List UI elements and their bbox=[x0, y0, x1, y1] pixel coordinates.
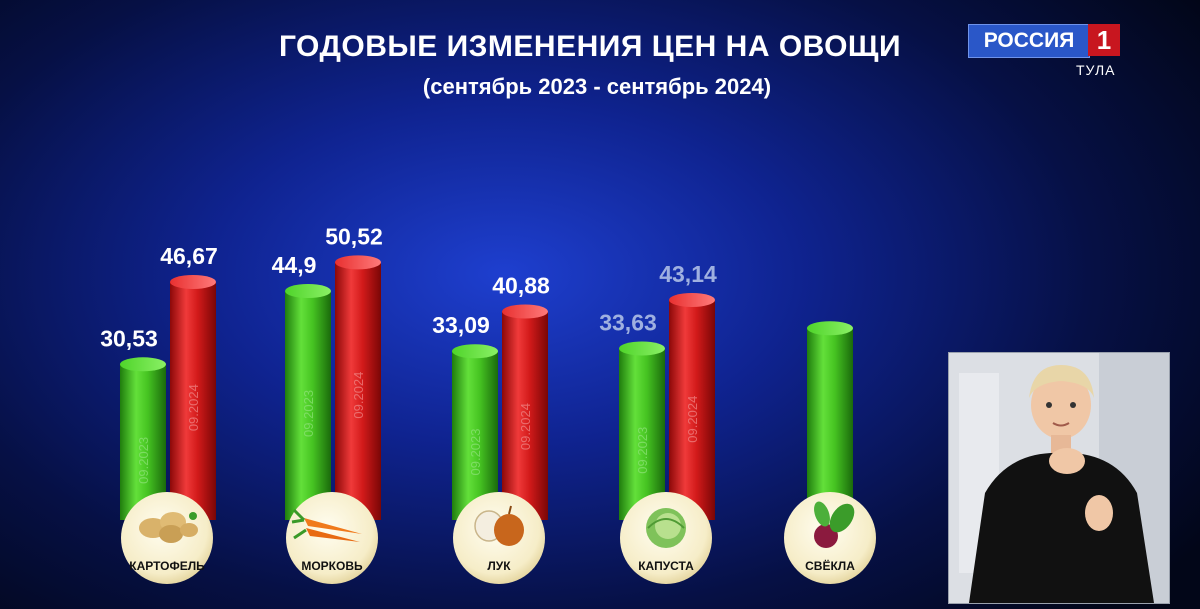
value-label-09.2024-1: 50,52 bbox=[325, 223, 383, 249]
bar-date-label: 09.2024 bbox=[518, 403, 533, 450]
bar-cap-09.2023-2 bbox=[452, 344, 498, 359]
bar-date-label: 09.2023 bbox=[468, 428, 483, 475]
potato-icon bbox=[139, 512, 198, 543]
chart-title: ГОДОВЫЕ ИЗМЕНЕНИЯ ЦЕН НА ОВОЩИ bbox=[0, 30, 1200, 64]
value-label-09.2023-2: 33,09 bbox=[432, 312, 490, 338]
bar-09.2024-0 bbox=[170, 281, 216, 520]
chart-subtitle-text: (сентябрь 2023 - сентябрь 2024) bbox=[422, 74, 772, 99]
bar-cap-09.2024-2 bbox=[502, 304, 548, 319]
value-label-09.2023-1: 44,9 bbox=[272, 252, 317, 278]
bar-cap-09.2023-4 bbox=[807, 321, 853, 336]
bar-cap-09.2024-0 bbox=[170, 274, 216, 289]
value-label-09.2023-3: 33,63 bbox=[599, 309, 657, 335]
category-label-1: МОРКОВЬ bbox=[301, 559, 363, 573]
icons-group: КАРТОФЕЛЬ МОРКОВЬ ЛУК КАПУСТА СВЁКЛА bbox=[121, 492, 876, 584]
cabbage-icon bbox=[646, 508, 686, 548]
bar-date-label: 09.2023 bbox=[301, 390, 316, 437]
onion-icon bbox=[474, 505, 524, 546]
chart-subtitle: (сентябрь 2023 - сентябрь 2024) bbox=[0, 74, 1200, 100]
bar-cap-09.2023-1 bbox=[285, 284, 331, 299]
category-label-4: СВЁКЛА bbox=[805, 558, 855, 573]
bar-date-label: 09.2024 bbox=[186, 384, 201, 431]
bar-date-label: 09.2023 bbox=[136, 437, 151, 484]
bar-09.2023-1 bbox=[285, 291, 331, 520]
sign-language-interpreter-video bbox=[948, 352, 1170, 604]
bar-09.2023-3 bbox=[619, 348, 665, 520]
value-label-09.2024-2: 40,88 bbox=[492, 273, 550, 299]
channel-region: ТУЛА bbox=[1076, 62, 1116, 78]
bar-date-label: 09.2024 bbox=[685, 396, 700, 443]
bar-date-label: 09.2024 bbox=[351, 372, 366, 419]
bar-cap-09.2024-1 bbox=[335, 255, 381, 270]
value-label-09.2024-0: 46,67 bbox=[160, 243, 218, 269]
category-label-3: КАПУСТА bbox=[638, 559, 694, 573]
bar-cap-09.2024-3 bbox=[669, 292, 715, 307]
category-label-2: ЛУК bbox=[487, 559, 511, 573]
bar-cap-09.2023-0 bbox=[120, 357, 166, 372]
bar-date-label: 09.2023 bbox=[635, 427, 650, 474]
channel-name: РОССИЯ bbox=[968, 24, 1090, 58]
beet-icon bbox=[814, 501, 855, 548]
bars-group: 09.2023 30,53 09.2024 46,67 09.2023 44,9 09.20… bbox=[100, 223, 853, 520]
category-label-0: КАРТОФЕЛЬ bbox=[129, 559, 205, 573]
value-label-09.2023-0: 30,53 bbox=[100, 325, 158, 351]
bar-09.2023-2 bbox=[452, 351, 498, 520]
bar-cap-09.2023-3 bbox=[619, 341, 665, 356]
channel-number: 1 bbox=[1088, 24, 1120, 56]
chart-title-text: ГОДОВЫЕ ИЗМЕНЕНИЯ ЦЕН НА ОВОЩИ bbox=[278, 30, 902, 63]
bar-09.2024-2 bbox=[502, 311, 548, 520]
carrot-icon bbox=[291, 508, 362, 542]
bar-09.2024-1 bbox=[335, 262, 381, 520]
bar-09.2023-4 bbox=[807, 328, 853, 520]
bar-09.2024-3 bbox=[669, 299, 715, 520]
channel-logo: РОССИЯ 1 ТУЛА bbox=[968, 24, 1128, 82]
value-label-09.2024-3: 43,14 bbox=[659, 261, 717, 287]
interpreter-figure bbox=[949, 353, 1169, 603]
